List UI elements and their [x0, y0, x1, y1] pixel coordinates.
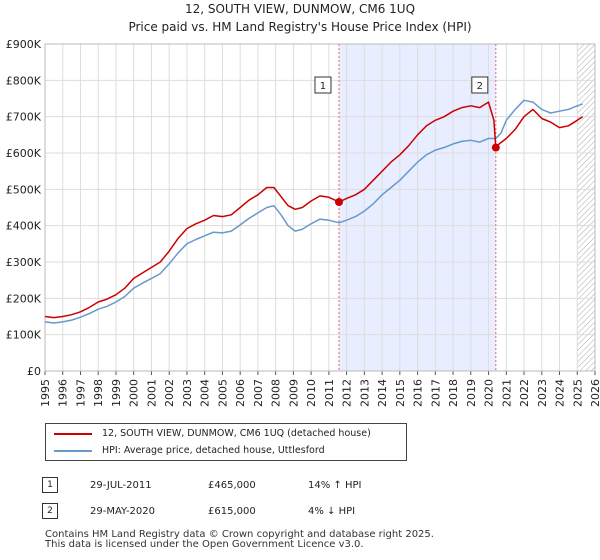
x-tick-label: 2006: [234, 379, 247, 407]
x-tick-label: 2022: [518, 379, 531, 407]
sale-badge: 2: [42, 503, 58, 519]
x-tick-label: 2001: [145, 379, 158, 407]
sale-hpi-diff: 4% ↓ HPI: [308, 505, 356, 517]
x-tick-label: 2026: [589, 379, 600, 407]
footer-line-1: Contains HM Land Registry data © Crown c…: [45, 529, 434, 540]
sale-price: £615,000: [208, 505, 256, 517]
legend-label-hpi: HPI: Average price, detached house, Uttl…: [102, 445, 325, 456]
table-row: 1 29-JUL-2011 £465,000 14% ↑ HPI: [42, 472, 361, 498]
sale-label-box: [314, 76, 332, 94]
x-tick-label: 2020: [483, 379, 496, 407]
series-line-hpi: [44, 99, 583, 324]
sale-number-cell: 1: [42, 472, 90, 498]
x-tick-label: 2013: [358, 379, 371, 407]
sale-badge: 1: [42, 477, 58, 493]
footer-copyright: Contains HM Land Registry data © Crown c…: [45, 530, 434, 550]
x-tick-label: 2009: [287, 379, 300, 407]
sales-table: 1 29-JUL-2011 £465,000 14% ↑ HPI 2 29-MA…: [42, 472, 361, 524]
x-tick-label: 2018: [447, 379, 460, 407]
y-tick-label: £500K: [6, 183, 42, 196]
x-tick-label: 2023: [536, 379, 549, 407]
chart-subtitle: Price paid vs. HM Land Registry's House …: [128, 20, 472, 34]
x-tick-label: 2000: [128, 379, 141, 407]
x-tick-label: 1999: [110, 379, 123, 407]
x-tick-label: 1996: [57, 379, 70, 407]
price-chart: 1 2 £0 £100K £200K £300K £400K £500K £600K £700K…: [6, 38, 600, 407]
y-tick-label: £800K: [6, 74, 42, 87]
x-tick-label: 2021: [500, 379, 513, 407]
x-tick-label: 2003: [181, 379, 194, 407]
footer-line-2: This data is licensed under the Open Gov…: [45, 539, 364, 550]
x-tick-label: 2005: [216, 379, 229, 407]
x-tick-label: 2015: [394, 379, 407, 407]
sale-point: [491, 143, 500, 152]
x-tick-label: 2012: [341, 379, 354, 407]
y-tick-label: £400K: [6, 220, 42, 233]
legend-item-property: 12, SOUTH VIEW, DUNMOW, CM6 1UQ (detache…: [54, 426, 371, 442]
x-tick-label: 2007: [252, 379, 265, 407]
plot-frame: [44, 43, 596, 372]
forecast-hatch: [577, 44, 595, 371]
x-tick-label: 1995: [39, 379, 52, 407]
sale-price: £465,000: [208, 479, 256, 491]
legend-item-hpi: HPI: Average price, detached house, Uttl…: [54, 443, 325, 459]
x-tick-label: 2002: [163, 379, 176, 407]
sale-label-box: [471, 76, 489, 94]
y-tick-label: £100K: [6, 329, 42, 342]
x-tick-label: 2008: [270, 379, 283, 407]
legend-swatch-hpi: [54, 449, 92, 452]
x-tick-label: 2011: [323, 379, 336, 407]
sale-label-text: 2: [477, 81, 483, 92]
series-line-property: [44, 101, 584, 319]
chart-title: 12, SOUTH VIEW, DUNMOW, CM6 1UQ: [184, 2, 416, 16]
y-tick-label: £300K: [6, 256, 42, 269]
table-row: 2 29-MAY-2020 £615,000 4% ↓ HPI: [42, 498, 361, 524]
legend-label-property: 12, SOUTH VIEW, DUNMOW, CM6 1UQ (detache…: [102, 428, 371, 439]
x-tick-label: 1998: [92, 379, 105, 407]
x-tick-label: 2017: [429, 379, 442, 407]
y-tick-label: £600K: [6, 147, 42, 160]
y-tick-label: £700K: [6, 111, 42, 124]
sale-point: [334, 198, 343, 207]
sale-label-text: 1: [320, 81, 326, 92]
legend-swatch-property: [54, 432, 92, 435]
x-tick-label: 1997: [74, 379, 87, 407]
x-tick-label: 2025: [571, 379, 584, 407]
x-tick-label: 2004: [199, 379, 212, 407]
y-tick-label: £900K: [6, 38, 42, 51]
x-tick-label: 2014: [376, 379, 389, 407]
y-tick-label: £0: [27, 365, 41, 378]
legend: 12, SOUTH VIEW, DUNMOW, CM6 1UQ (detache…: [45, 423, 407, 461]
sale-hpi-diff: 14% ↑ HPI: [308, 479, 362, 491]
sale-number-cell: 2: [42, 498, 90, 524]
x-tick-label: 2016: [412, 379, 425, 407]
x-tick-label: 2024: [554, 379, 567, 407]
x-tick-label: 2010: [305, 379, 318, 407]
sale-date: 29-JUL-2011: [90, 479, 152, 491]
y-tick-label: £200K: [6, 292, 42, 305]
sale-date: 29-MAY-2020: [90, 505, 156, 517]
x-tick-label: 2019: [465, 379, 478, 407]
